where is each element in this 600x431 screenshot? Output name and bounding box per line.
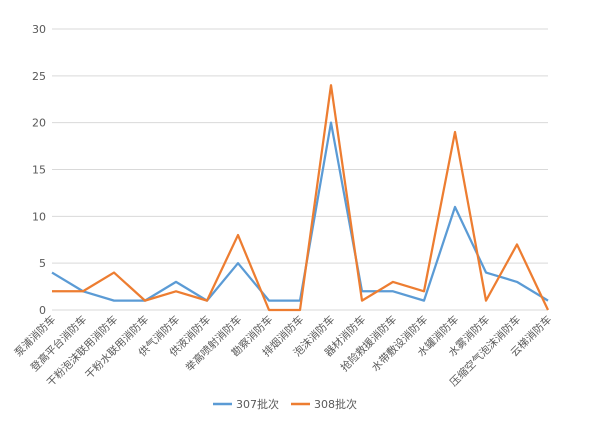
- y-tick-label: 5: [39, 257, 46, 270]
- x-tick-label: 登高平台消防车: [28, 313, 89, 374]
- series-line-0: [51, 121, 549, 302]
- x-tick-label: 抢险救援消防车: [338, 313, 399, 374]
- legend-label-307: 307批次: [236, 397, 279, 411]
- y-tick-label: 20: [32, 117, 46, 130]
- series-lines: [51, 84, 550, 312]
- y-tick-label: 15: [32, 164, 46, 177]
- series-line-1: [52, 84, 550, 312]
- y-axis-ticks: 0 5 10 15 20 25 30: [32, 23, 46, 317]
- y-tick-label: 10: [32, 210, 46, 223]
- y-tick-label: 25: [32, 70, 46, 83]
- y-tick-label: 30: [32, 23, 46, 36]
- x-tick-label: 水带敷设消防车: [369, 313, 430, 374]
- gridlines: [52, 28, 548, 311]
- x-axis-ticks: 泵浦消防车登高平台消防车干粉泡沫联用消防车干粉水联用消防车供气消防车供液消防车举…: [12, 313, 554, 389]
- legend-label-308: 308批次: [314, 397, 357, 411]
- legend: 307批次 308批次: [213, 397, 357, 411]
- x-tick-label: 举高喷射消防车: [183, 313, 244, 374]
- y-tick-label: 0: [39, 304, 46, 317]
